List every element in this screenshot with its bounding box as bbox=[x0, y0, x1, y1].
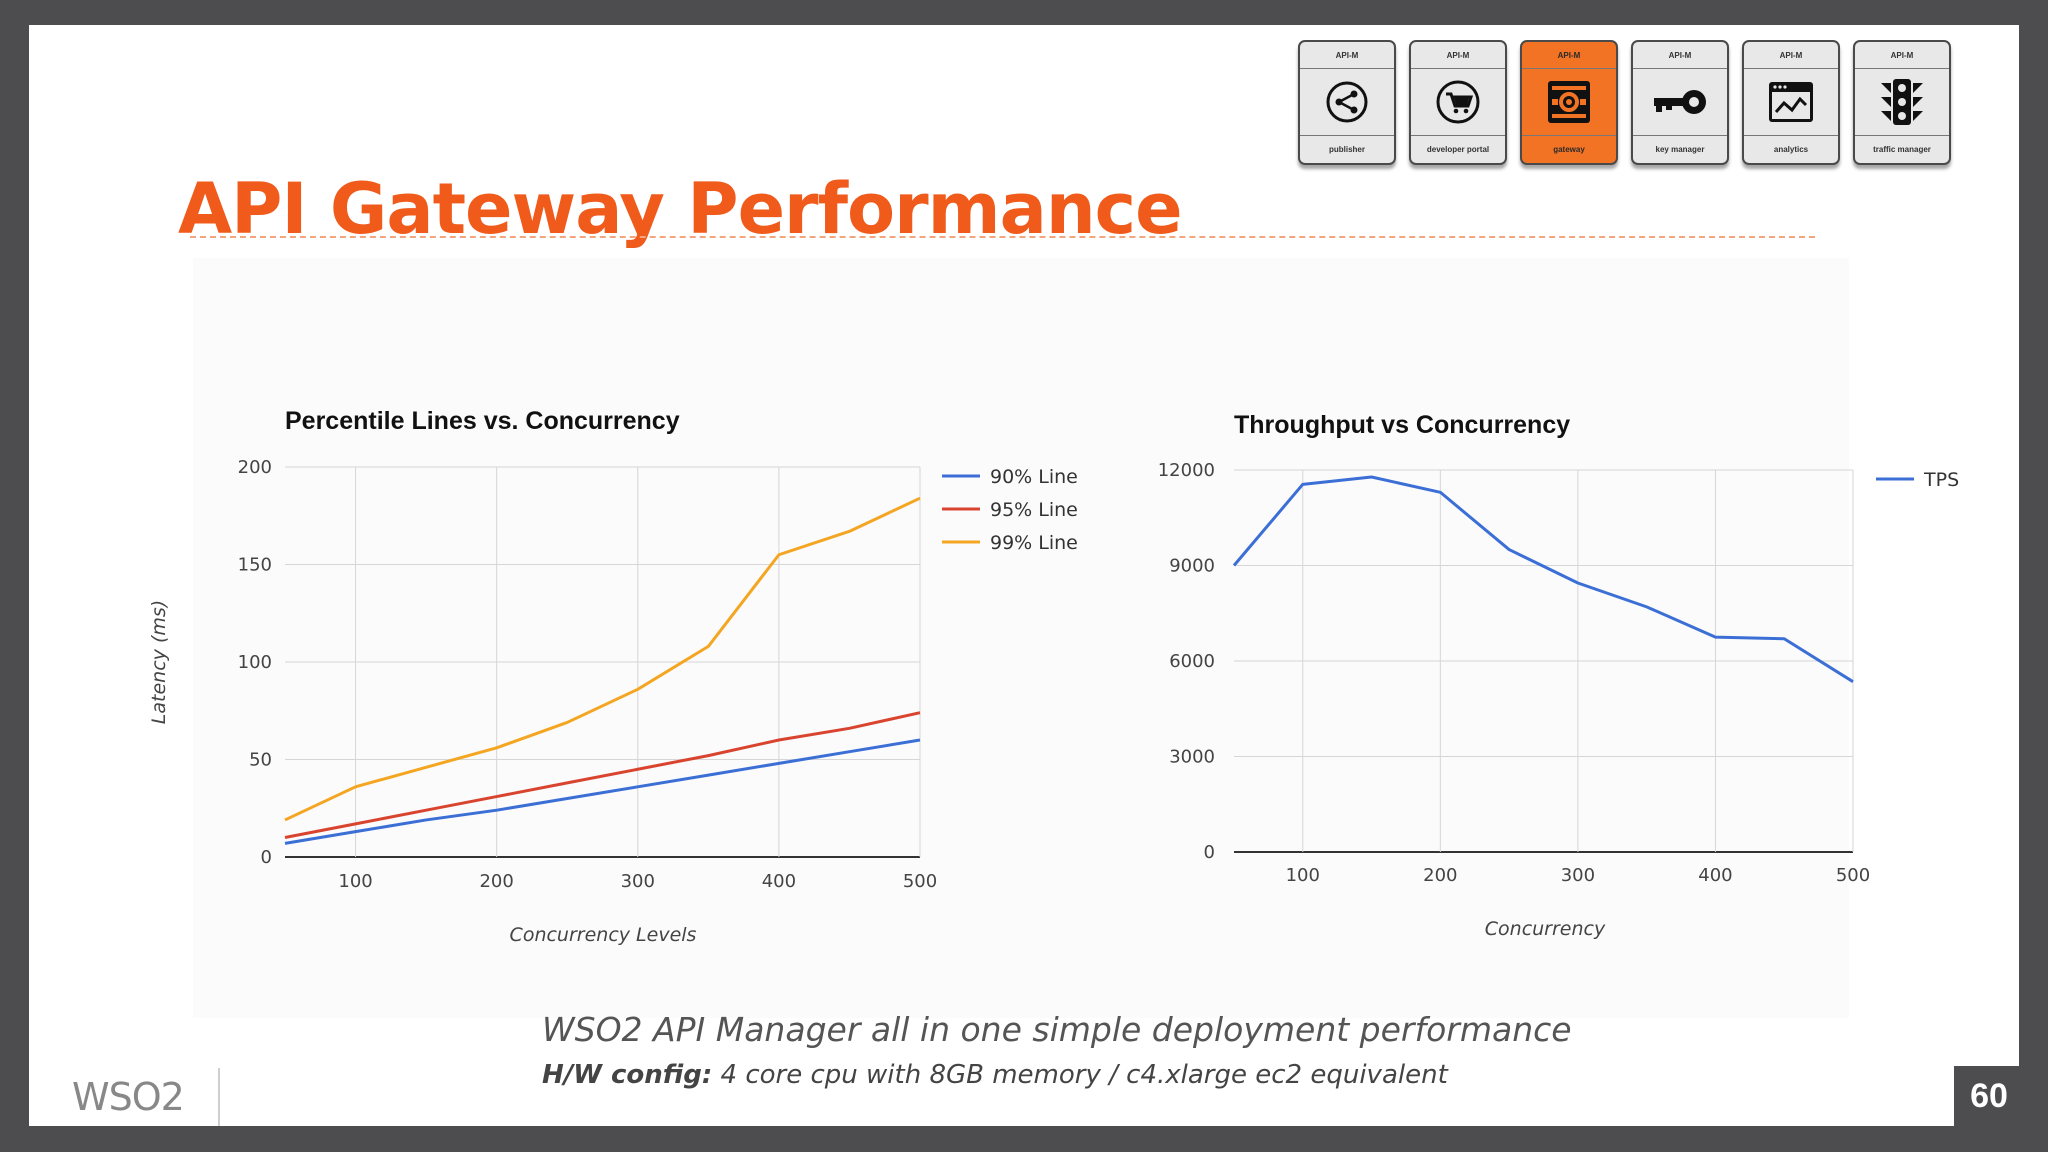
x-tick-label: 200 bbox=[479, 871, 513, 892]
legend-label: 99% Line bbox=[990, 532, 1078, 554]
series-line-95-line bbox=[284, 711, 921, 839]
module-tile-top-label: API-M bbox=[1890, 51, 1914, 60]
x-tick-label: 500 bbox=[1836, 865, 1870, 886]
share-icon bbox=[1300, 68, 1394, 136]
module-tile-top-label: API-M bbox=[1446, 51, 1470, 60]
chart-title: Percentile Lines vs. Concurrency bbox=[285, 407, 680, 435]
logo-divider bbox=[218, 1068, 220, 1126]
module-tile-top-label: API-M bbox=[1668, 51, 1692, 60]
module-tile-top-label: API-M bbox=[1335, 51, 1359, 60]
y-tick-label: 100 bbox=[238, 652, 272, 673]
footer-hw-config: H/W config: 4 core cpu with 8GB memory /… bbox=[542, 1060, 1448, 1090]
title-divider bbox=[190, 236, 1815, 238]
y-tick-label: 12000 bbox=[1158, 460, 1215, 481]
x-tick-label: 300 bbox=[621, 871, 655, 892]
module-tile-gateway: API-M gateway bbox=[1520, 40, 1618, 165]
module-tile-analytics: API-M analytics bbox=[1742, 40, 1840, 165]
y-tick-label: 0 bbox=[261, 847, 272, 868]
x-tick-label: 100 bbox=[338, 871, 372, 892]
y-tick-label: 3000 bbox=[1169, 747, 1215, 768]
footer-caption: WSO2 API Manager all in one simple deplo… bbox=[542, 1010, 1572, 1049]
x-tick-label: 400 bbox=[762, 871, 796, 892]
x-tick-label: 500 bbox=[903, 871, 937, 892]
footer-hw-text: 4 core cpu with 8GB memory / c4.xlarge e… bbox=[712, 1060, 1448, 1090]
x-axis-title: Concurrency Levels bbox=[510, 924, 697, 946]
y-tick-label: 0 bbox=[1204, 842, 1215, 863]
module-tile-top-label: API-M bbox=[1557, 51, 1581, 60]
legend-label: 95% Line bbox=[990, 499, 1078, 521]
cart-icon bbox=[1411, 68, 1505, 136]
x-tick-label: 300 bbox=[1561, 865, 1595, 886]
x-axis-title: Concurrency bbox=[1485, 918, 1606, 940]
x-tick-label: 100 bbox=[1286, 865, 1320, 886]
module-tile-key-manager: API-M key manager bbox=[1631, 40, 1729, 165]
module-tile-label: traffic manager bbox=[1873, 145, 1931, 154]
y-tick-label: 50 bbox=[249, 750, 272, 771]
analytics-icon bbox=[1744, 68, 1838, 136]
page-number: 60 bbox=[1954, 1066, 2024, 1126]
wso2-logo: WSO2 bbox=[72, 1075, 185, 1119]
chart-title: Throughput vs Concurrency bbox=[1234, 411, 1570, 439]
x-tick-label: 400 bbox=[1698, 865, 1732, 886]
module-tile-label: publisher bbox=[1328, 145, 1365, 154]
series-line-99-line bbox=[284, 496, 921, 822]
module-tile-publisher: API-M publisher bbox=[1298, 40, 1396, 165]
y-tick-label: 6000 bbox=[1169, 651, 1215, 672]
key-icon bbox=[1633, 68, 1727, 136]
y-tick-label: 150 bbox=[238, 555, 272, 576]
x-tick-label: 200 bbox=[1423, 865, 1457, 886]
chart-area bbox=[193, 258, 1849, 1018]
module-tile-top-label: API-M bbox=[1779, 51, 1803, 60]
footer-hw-label: H/W config: bbox=[542, 1060, 713, 1090]
module-tile-traffic-manager: API-M traffic manager bbox=[1853, 40, 1951, 165]
y-axis-title: Latency (ms) bbox=[148, 600, 170, 724]
module-tile-label: developer portal bbox=[1426, 145, 1490, 154]
gateway-icon bbox=[1522, 68, 1616, 136]
module-tile-developer-portal: API-M developer portal bbox=[1409, 40, 1507, 165]
module-tile-label: gateway bbox=[1553, 145, 1585, 154]
traffic-light-icon bbox=[1855, 68, 1949, 136]
series-line-90-line bbox=[284, 738, 921, 845]
series-line-tps bbox=[1232, 475, 1854, 683]
module-tile-label: analytics bbox=[1773, 145, 1809, 154]
y-tick-label: 9000 bbox=[1169, 556, 1215, 577]
legend-label: 90% Line bbox=[990, 466, 1078, 488]
y-tick-label: 200 bbox=[238, 457, 272, 478]
module-tile-label: key manager bbox=[1655, 145, 1705, 154]
legend-label: TPS bbox=[1923, 469, 1959, 491]
